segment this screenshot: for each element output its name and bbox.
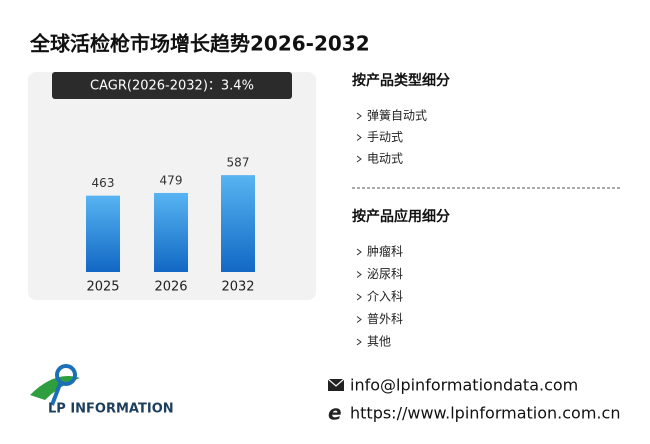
section-item: 其他 bbox=[367, 335, 391, 349]
bar bbox=[154, 192, 188, 272]
bullet bbox=[356, 271, 362, 278]
value-label: 587 bbox=[227, 156, 250, 170]
section-item: 肿瘤科 bbox=[367, 244, 403, 259]
section-item: 泌尿科 bbox=[367, 267, 403, 281]
value-label: 479 bbox=[160, 173, 183, 187]
email: info@lpinformationdata.com bbox=[350, 376, 578, 395]
x-tick-label: 2026 bbox=[154, 280, 187, 295]
bullet bbox=[356, 316, 362, 323]
section-item: 弹簧自动式 bbox=[367, 108, 427, 123]
section-heading: 按产品类型细分 bbox=[352, 72, 450, 89]
bullet bbox=[356, 134, 362, 141]
cagr-banner bbox=[52, 72, 292, 99]
website: https://www.lpinformation.com.cn bbox=[350, 404, 620, 423]
value-label: 463 bbox=[92, 176, 115, 190]
x-tick-label: 2032 bbox=[221, 280, 254, 295]
bullet bbox=[356, 293, 362, 301]
email-icon bbox=[327, 378, 345, 391]
section-item: 电动式 bbox=[367, 152, 403, 166]
x-tick-label: 2025 bbox=[86, 280, 119, 295]
bullet bbox=[356, 248, 362, 256]
logo-text: LP INFORMATION bbox=[48, 402, 174, 417]
web-icon: e bbox=[328, 401, 342, 425]
bullet bbox=[356, 155, 362, 163]
section-item: 手动式 bbox=[367, 130, 403, 144]
bullet bbox=[356, 112, 362, 120]
cagr-label: CAGR(2026-2032)：3.4% bbox=[90, 79, 254, 94]
bar bbox=[86, 195, 120, 272]
section-item: 介入科 bbox=[367, 290, 403, 304]
logo-icon bbox=[30, 364, 80, 406]
bullet bbox=[356, 338, 362, 346]
section-item: 普外科 bbox=[367, 312, 403, 326]
title: 全球活检枪市场增长趋势2026-2032 bbox=[29, 32, 370, 56]
section-heading: 按产品应用细分 bbox=[352, 208, 450, 225]
bar bbox=[221, 175, 255, 272]
